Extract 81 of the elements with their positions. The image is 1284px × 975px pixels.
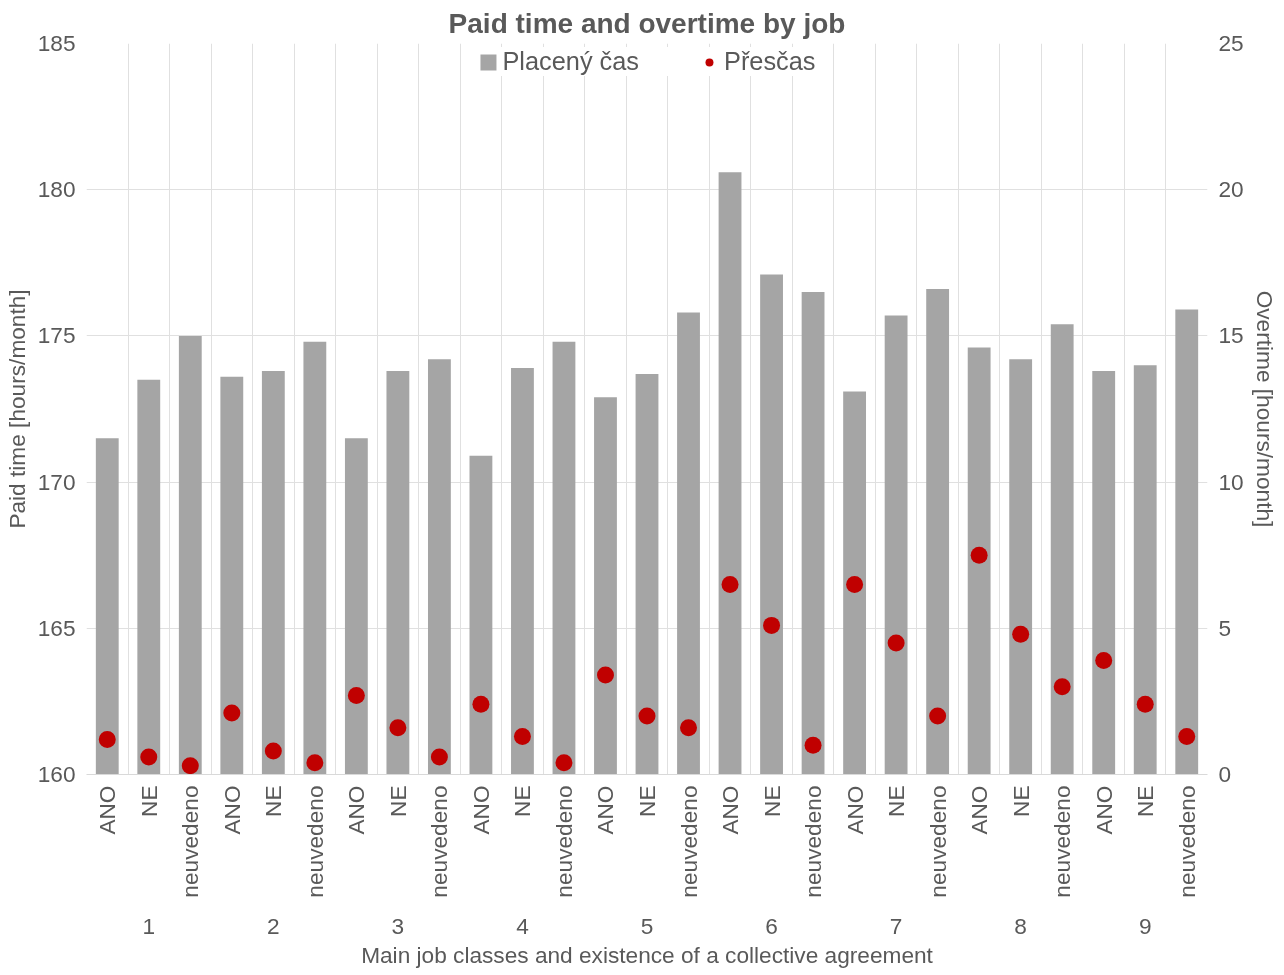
point bbox=[389, 719, 407, 737]
point bbox=[721, 575, 739, 593]
chart-title: Paid time and overtime by job bbox=[448, 7, 846, 39]
x-tick-label: NE bbox=[135, 785, 162, 817]
text: 5 bbox=[640, 912, 654, 939]
text: 1 bbox=[142, 912, 156, 939]
point bbox=[887, 634, 905, 652]
point bbox=[306, 754, 324, 772]
y2-tick-label: 20 bbox=[1218, 176, 1244, 203]
point bbox=[846, 575, 864, 593]
x-tick-label: NE bbox=[758, 785, 785, 817]
y-tick-label: 165 bbox=[37, 614, 76, 641]
point bbox=[223, 704, 241, 722]
y2-tick-label: 5 bbox=[1218, 614, 1232, 641]
x-tick-label: neuvedeno bbox=[177, 785, 204, 898]
x-tick-label: neuvedeno bbox=[800, 785, 827, 898]
text: 7 bbox=[889, 912, 903, 939]
x-tick-label: ANO bbox=[966, 785, 993, 835]
text: 6 bbox=[765, 912, 778, 939]
point bbox=[513, 728, 531, 745]
text: 2 bbox=[267, 912, 280, 939]
point bbox=[181, 757, 199, 775]
x-tick-label: NE bbox=[509, 785, 536, 817]
point bbox=[555, 754, 573, 772]
point bbox=[638, 707, 656, 725]
text: 3 bbox=[391, 912, 405, 939]
point bbox=[1136, 695, 1154, 713]
text: 4 bbox=[516, 912, 529, 939]
x-tick-label: NE bbox=[634, 785, 660, 817]
x-tick-label: neuvedeno bbox=[1173, 785, 1200, 898]
y2-tick-label: 15 bbox=[1218, 322, 1244, 349]
point bbox=[98, 730, 116, 748]
x-tick-label: ANO bbox=[218, 785, 245, 835]
point bbox=[929, 707, 947, 725]
x-tick-label: ANO bbox=[717, 785, 744, 835]
point bbox=[763, 616, 781, 634]
x-axis-title: Main job classes and existence of a collective agreement bbox=[361, 941, 934, 968]
point bbox=[430, 748, 448, 766]
y-tick-label: 175 bbox=[37, 322, 76, 349]
point bbox=[264, 742, 282, 760]
x-tick-label: ANO bbox=[94, 785, 121, 835]
point bbox=[970, 546, 988, 564]
x-tick-label: ANO bbox=[841, 785, 868, 835]
point bbox=[1053, 678, 1071, 696]
x-tick-label: NE bbox=[260, 785, 287, 817]
y-axis-title: Paid time [hours/month] bbox=[3, 289, 30, 529]
x-tick-label: ANO bbox=[467, 785, 494, 835]
y2-axis-title: Overtime [hours/month] bbox=[1251, 290, 1278, 528]
x-tick-label: NE bbox=[384, 785, 411, 817]
text: 8 bbox=[1014, 912, 1027, 939]
x-tick-label: neuvedeno bbox=[550, 785, 577, 898]
x-tick-label: ANO bbox=[592, 785, 619, 835]
x-tick-label: neuvedeno bbox=[675, 785, 702, 898]
point bbox=[1178, 728, 1196, 745]
x-tick-label: neuvedeno bbox=[1049, 785, 1076, 898]
point bbox=[596, 666, 614, 684]
x-tick-label: ANO bbox=[343, 785, 370, 835]
point bbox=[1095, 651, 1113, 669]
x-tick-label: NE bbox=[883, 785, 910, 817]
x-tick-label: neuvedeno bbox=[426, 785, 453, 898]
y2-tick-label: 25 bbox=[1218, 30, 1244, 56]
x-tick-label: neuvedeno bbox=[924, 785, 951, 898]
y-tick-label: 160 bbox=[37, 761, 76, 787]
point bbox=[140, 748, 158, 766]
point bbox=[472, 695, 490, 713]
y2-tick-label: 10 bbox=[1218, 468, 1244, 495]
point bbox=[1012, 625, 1030, 643]
point bbox=[347, 687, 365, 705]
y-tick-label: 185 bbox=[37, 30, 76, 56]
point bbox=[804, 736, 822, 754]
legend-label: Placený čas bbox=[502, 47, 640, 76]
y-tick-label: 180 bbox=[37, 176, 76, 203]
x-tick-label: ANO bbox=[1090, 785, 1117, 835]
x-tick-label: NE bbox=[1007, 785, 1034, 817]
text: 9 bbox=[1138, 912, 1152, 939]
legend-label: Přesčas bbox=[724, 47, 816, 76]
x-tick-label: neuvedeno bbox=[301, 785, 328, 898]
y2-tick-label: 0 bbox=[1218, 761, 1232, 787]
point bbox=[680, 719, 698, 737]
x-tick-label: NE bbox=[1132, 785, 1159, 817]
y-tick-label: 170 bbox=[37, 468, 76, 495]
